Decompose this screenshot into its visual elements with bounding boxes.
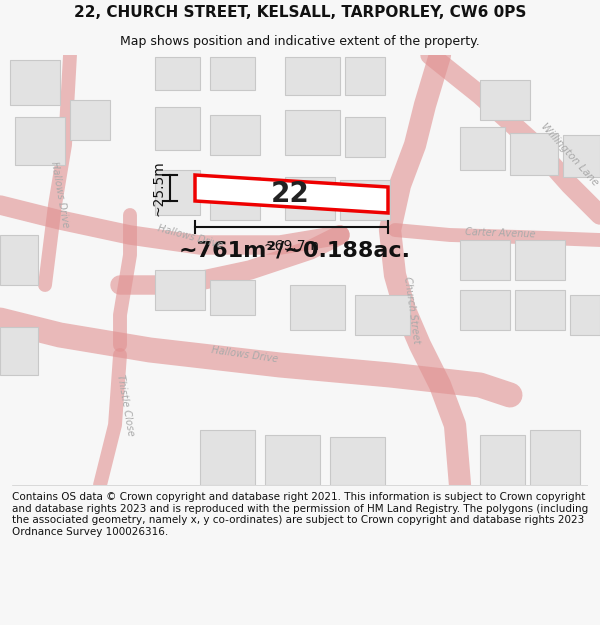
Polygon shape	[210, 177, 260, 220]
Text: Thistle Close: Thistle Close	[115, 373, 136, 437]
Text: ~761m²/~0.188ac.: ~761m²/~0.188ac.	[179, 240, 411, 260]
Polygon shape	[510, 133, 558, 175]
Polygon shape	[345, 117, 385, 157]
Text: Map shows position and indicative extent of the property.: Map shows position and indicative extent…	[120, 35, 480, 48]
Text: Carter Avenue: Carter Avenue	[464, 227, 535, 239]
Polygon shape	[70, 100, 110, 140]
Polygon shape	[0, 327, 38, 375]
Text: 22: 22	[271, 180, 310, 208]
Polygon shape	[460, 240, 510, 280]
Polygon shape	[460, 127, 505, 170]
Text: Hallows Drive: Hallows Drive	[156, 224, 224, 251]
Polygon shape	[340, 180, 390, 220]
Polygon shape	[200, 430, 255, 485]
Polygon shape	[515, 240, 565, 280]
Text: Hallows Drive: Hallows Drive	[49, 161, 71, 229]
Polygon shape	[155, 170, 200, 215]
Text: Hallows Drive: Hallows Drive	[211, 346, 279, 364]
Polygon shape	[265, 435, 320, 485]
Text: ~25.5m: ~25.5m	[152, 160, 166, 216]
Text: ~69.7m: ~69.7m	[263, 239, 320, 253]
Polygon shape	[515, 290, 565, 330]
Text: Willington Lane: Willington Lane	[539, 122, 600, 188]
Polygon shape	[563, 135, 600, 177]
Polygon shape	[0, 235, 38, 285]
Polygon shape	[570, 295, 600, 335]
Polygon shape	[285, 110, 340, 155]
Polygon shape	[155, 107, 200, 150]
Text: Contains OS data © Crown copyright and database right 2021. This information is : Contains OS data © Crown copyright and d…	[12, 492, 588, 537]
Text: 22, CHURCH STREET, KELSALL, TARPORLEY, CW6 0PS: 22, CHURCH STREET, KELSALL, TARPORLEY, C…	[74, 4, 526, 19]
Polygon shape	[285, 177, 335, 220]
Polygon shape	[15, 117, 65, 165]
Polygon shape	[155, 270, 205, 310]
Polygon shape	[345, 57, 385, 95]
Polygon shape	[210, 115, 260, 155]
Polygon shape	[195, 175, 388, 213]
Polygon shape	[460, 290, 510, 330]
Text: Church Street: Church Street	[403, 276, 422, 344]
Polygon shape	[210, 280, 255, 315]
Polygon shape	[355, 295, 410, 335]
Polygon shape	[155, 57, 200, 90]
Polygon shape	[530, 430, 580, 485]
Polygon shape	[330, 437, 385, 485]
Polygon shape	[210, 57, 255, 90]
Polygon shape	[480, 80, 530, 120]
Polygon shape	[10, 60, 60, 105]
Polygon shape	[290, 285, 345, 330]
Polygon shape	[480, 435, 525, 485]
Polygon shape	[285, 57, 340, 95]
